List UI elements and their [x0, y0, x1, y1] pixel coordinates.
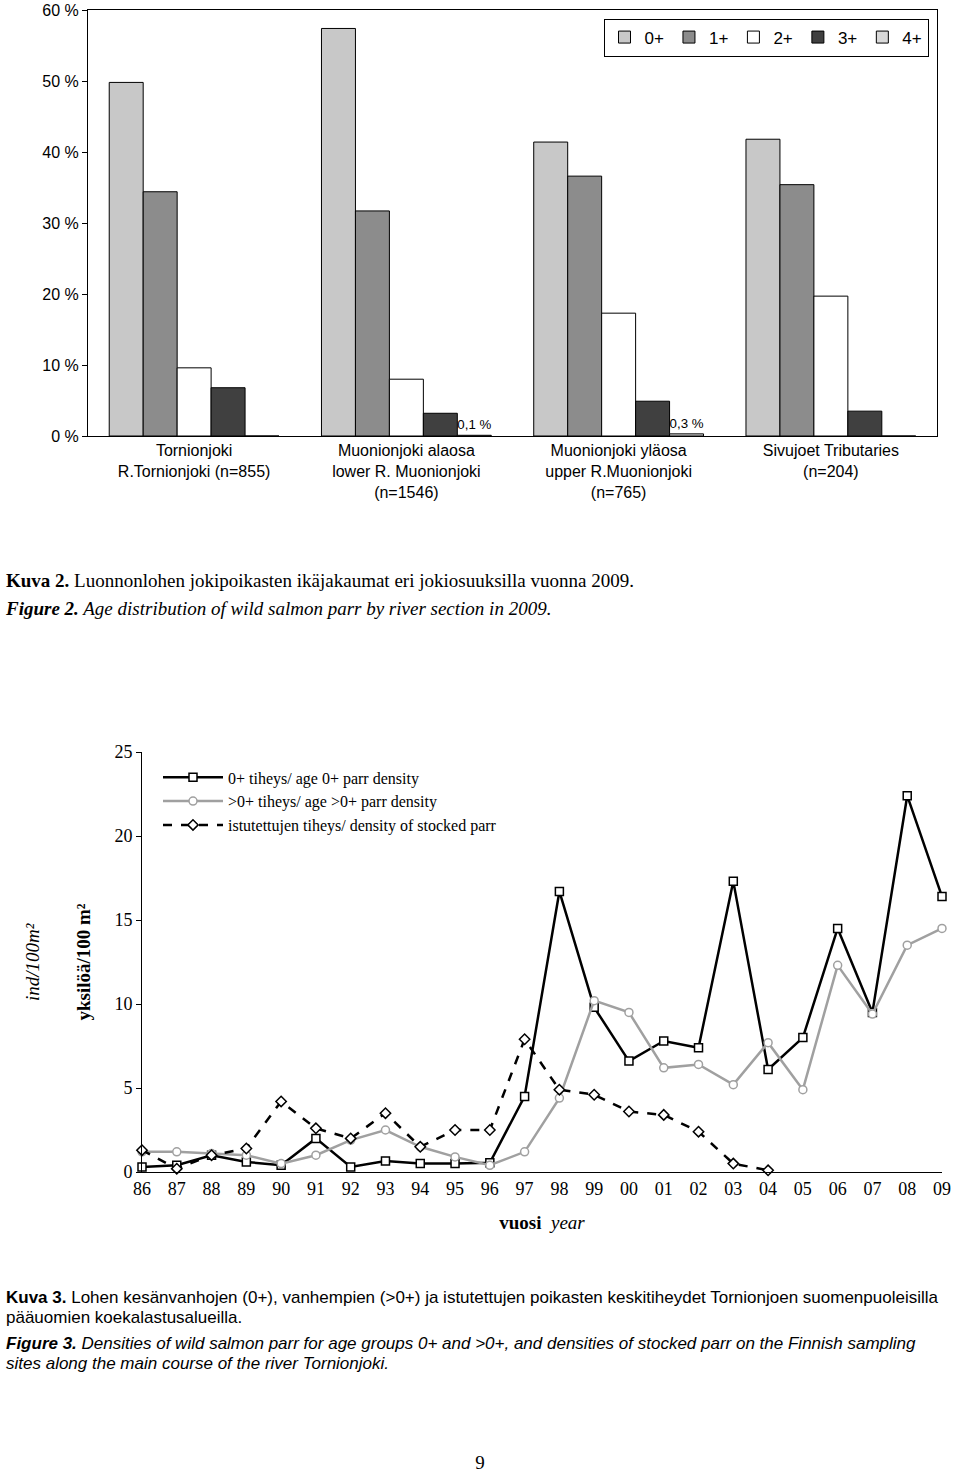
svg-text:90: 90 — [272, 1179, 290, 1199]
svg-text:Muonionjoki yläosaupper R.Muon: Muonionjoki yläosaupper R.Muonionjoki(n=… — [545, 442, 692, 501]
svg-text:86: 86 — [133, 1179, 151, 1199]
svg-text:yksilöä/100 m²: yksilöä/100 m² — [73, 903, 94, 1020]
svg-text:95: 95 — [446, 1179, 464, 1199]
svg-text:08: 08 — [898, 1179, 916, 1199]
svg-text:05: 05 — [794, 1179, 812, 1199]
svg-text:60 %: 60 % — [42, 2, 78, 19]
svg-text:0,3 %: 0,3 % — [670, 416, 704, 431]
svg-text:1+: 1+ — [709, 29, 728, 48]
svg-text:10 %: 10 % — [42, 357, 78, 374]
svg-text:88: 88 — [203, 1179, 221, 1199]
svg-text:50 %: 50 % — [42, 73, 78, 90]
svg-text:25: 25 — [114, 742, 132, 762]
svg-text:96: 96 — [481, 1179, 499, 1199]
svg-text:0+: 0+ — [645, 29, 664, 48]
svg-text:TornionjokiR.Tornionjoki (n=85: TornionjokiR.Tornionjoki (n=855) — [118, 442, 271, 480]
svg-text:89: 89 — [237, 1179, 255, 1199]
html-text:Kuva 2. Luonnonlohen jokipoika: Kuva 2. Luonnonlohen jokipoikasten ikäja… — [6, 570, 634, 591]
svg-text:Muonionjoki alaosalower R. Muo: Muonionjoki alaosalower R. Muonionjoki(n… — [332, 442, 481, 501]
svg-text:87: 87 — [168, 1179, 186, 1199]
svg-text:09: 09 — [933, 1179, 951, 1199]
svg-text:07: 07 — [863, 1179, 881, 1199]
svg-text:92: 92 — [342, 1179, 360, 1199]
svg-text:20 %: 20 % — [42, 286, 78, 303]
html-text:9: 9 — [475, 1452, 485, 1473]
svg-text:02: 02 — [690, 1179, 708, 1199]
svg-text:00: 00 — [620, 1179, 638, 1199]
svg-text:istutettujen tiheys/ density o: istutettujen tiheys/ density of stocked … — [228, 817, 497, 835]
svg-text:0,1 %: 0,1 % — [457, 417, 491, 432]
svg-text:15: 15 — [114, 910, 132, 930]
svg-text:0: 0 — [123, 1162, 132, 1182]
svg-text:99: 99 — [585, 1179, 603, 1199]
svg-text:04: 04 — [759, 1179, 777, 1199]
html-text:Figure 3. Densities of wild sa: Figure 3. Densities of wild salmon parr … — [6, 1334, 916, 1373]
html-text:Kuva 3. Lohen kesänvanhojen (0: Kuva 3. Lohen kesänvanhojen (0+), vanhem… — [6, 1288, 938, 1327]
svg-text:01: 01 — [655, 1179, 673, 1199]
svg-text:4+: 4+ — [902, 29, 921, 48]
svg-text:40 %: 40 % — [42, 144, 78, 161]
svg-text:>0+ tiheys/ age >0+ parr densi: >0+ tiheys/ age >0+ parr density — [228, 793, 437, 811]
svg-text:97: 97 — [516, 1179, 534, 1199]
svg-text:94: 94 — [411, 1179, 429, 1199]
svg-text:06: 06 — [829, 1179, 847, 1199]
svg-text:5: 5 — [123, 1078, 132, 1098]
svg-text:98: 98 — [550, 1179, 568, 1199]
svg-text:03: 03 — [724, 1179, 742, 1199]
svg-text:0 %: 0 % — [51, 428, 79, 445]
svg-text:vuosi year: vuosi year — [499, 1212, 585, 1233]
svg-text:93: 93 — [376, 1179, 394, 1199]
svg-text:2+: 2+ — [773, 29, 792, 48]
svg-text:3+: 3+ — [838, 29, 857, 48]
svg-text:20: 20 — [114, 826, 132, 846]
svg-text:91: 91 — [307, 1179, 325, 1199]
svg-text:Sivujoet Tributaries(n=204): Sivujoet Tributaries(n=204) — [763, 442, 899, 480]
html-text:Figure 2. Age distribution of: Figure 2. Age distribution of wild salmo… — [6, 598, 552, 619]
svg-text:ind/100m²: ind/100m² — [22, 923, 43, 1001]
svg-text:30 %: 30 % — [42, 215, 78, 232]
svg-text:10: 10 — [114, 994, 132, 1014]
svg-text:0+ tiheys/ age 0+ parr density: 0+ tiheys/ age 0+ parr density — [228, 770, 419, 788]
